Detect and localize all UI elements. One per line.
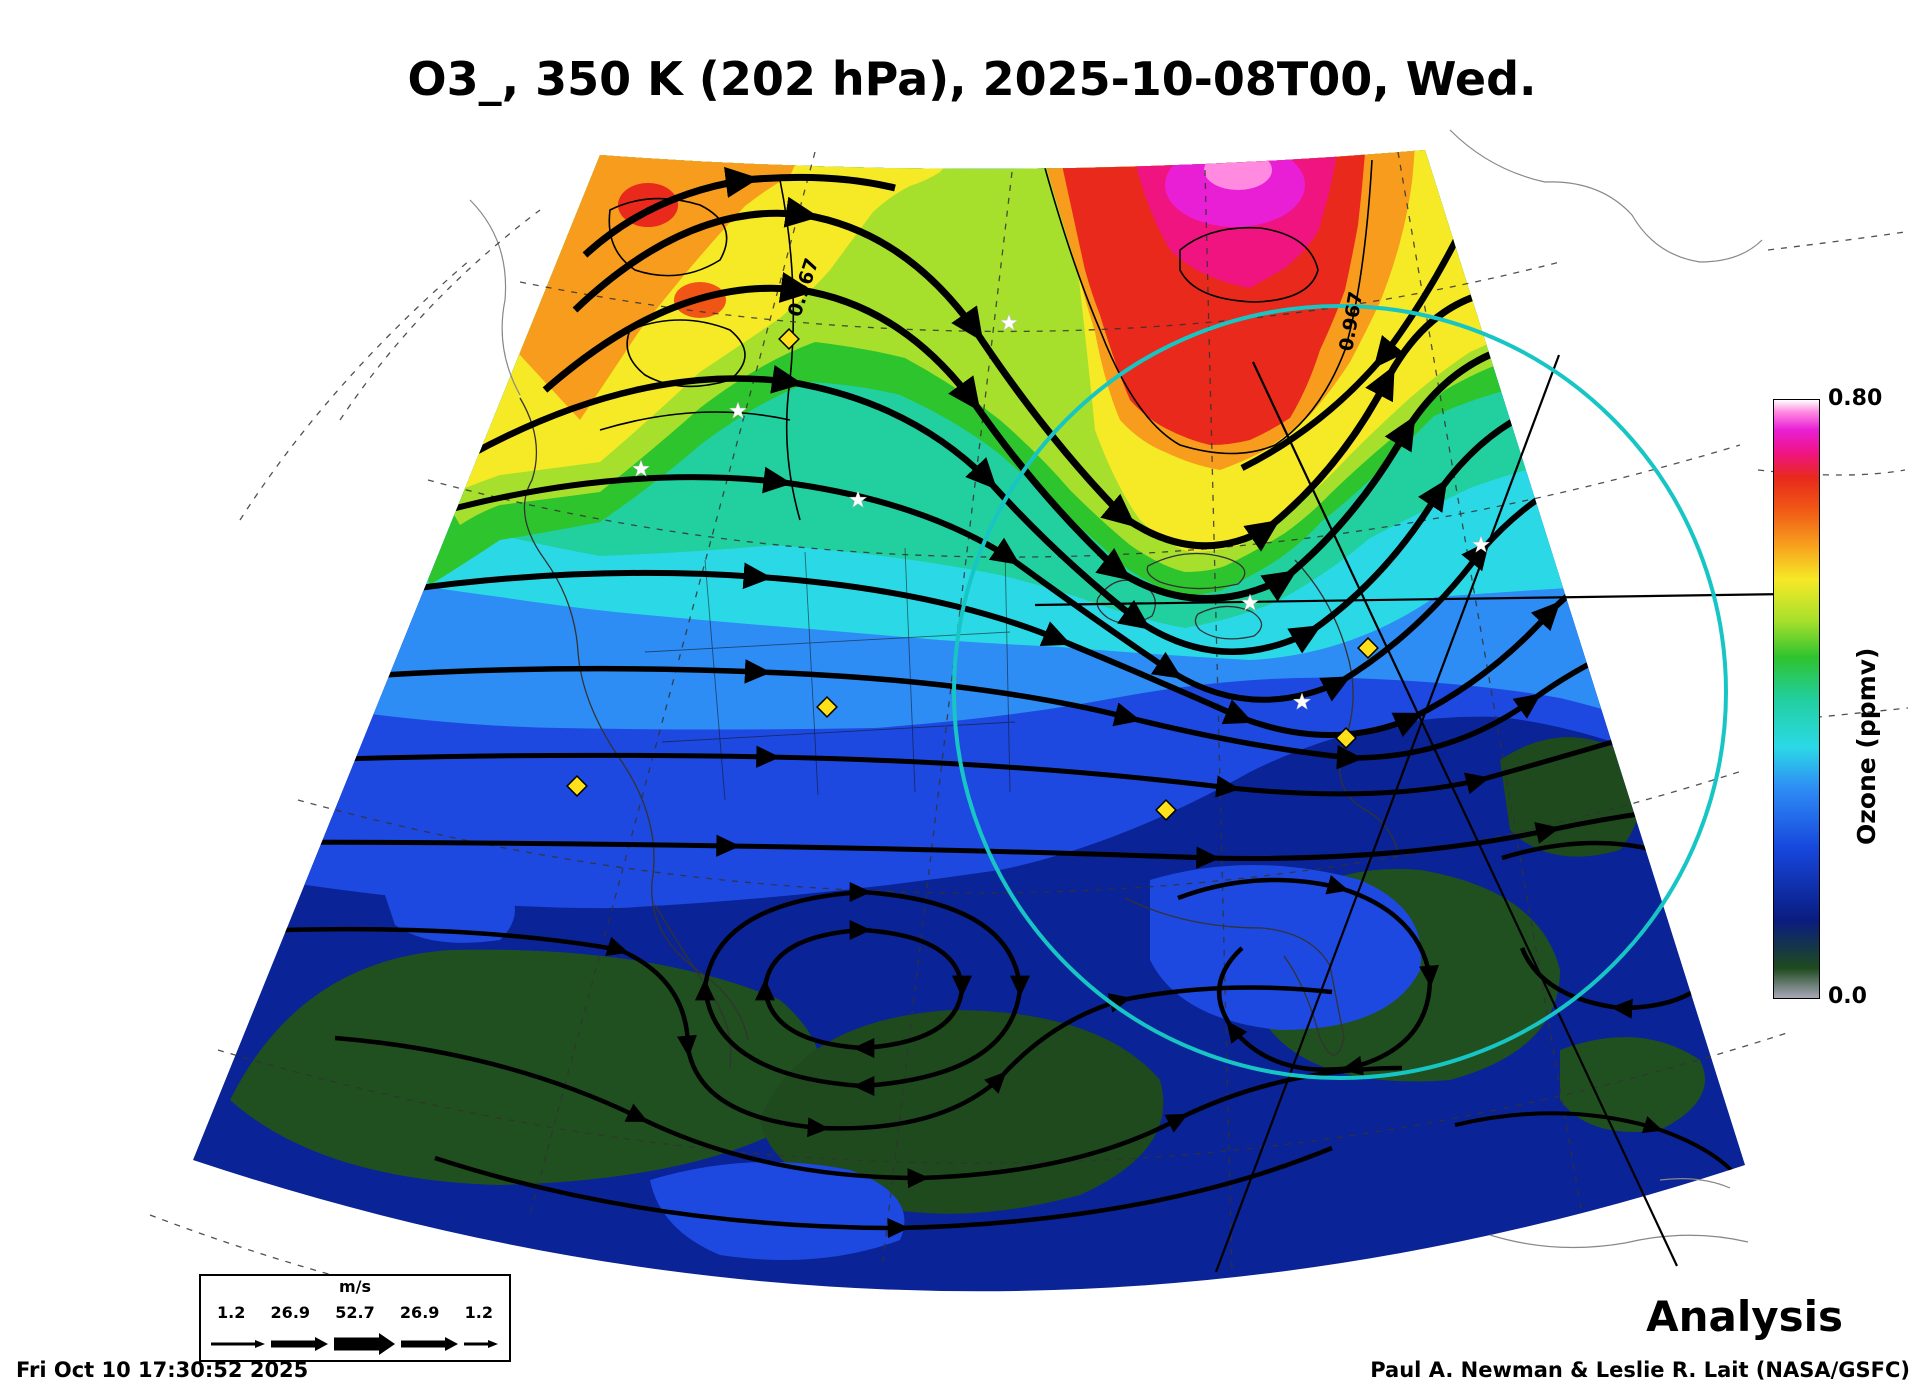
colorbar-min-label: 0.0 <box>1828 984 1867 1009</box>
graticule-line <box>1397 151 1583 1216</box>
coastline <box>1489 1234 1749 1249</box>
colorbar-gradient <box>1773 399 1820 999</box>
graticule-line <box>297 769 1746 894</box>
range-ring-circle <box>952 304 1728 1080</box>
wind-scale-tick: 26.9 <box>270 1303 311 1322</box>
waypoint-diamond <box>778 328 800 350</box>
graticule-line <box>529 151 816 1216</box>
wind-arrow-glyph <box>211 1340 265 1348</box>
graticule-line <box>217 1031 1791 1164</box>
waypoint-diamond <box>1357 637 1379 659</box>
ozone-contour <box>599 411 791 431</box>
great-circle-line <box>1214 354 1561 1273</box>
graticule-line <box>239 259 471 521</box>
streamline <box>1177 875 1440 1076</box>
wind-scale-tick: 26.9 <box>399 1303 440 1322</box>
wind-scale-tick: 1.2 <box>464 1303 493 1322</box>
graticule-line <box>1757 469 1906 476</box>
wind-scale-tick: 1.2 <box>217 1303 246 1322</box>
wind-scale-units: m/s <box>338 1277 372 1296</box>
waypoint-diamonds <box>566 328 1379 821</box>
wind-arrow-glyph <box>271 1337 328 1351</box>
graticule-line <box>339 209 541 421</box>
wind-arrow-glyph <box>334 1333 395 1355</box>
colorbar-axis-label: Ozone (ppmv) <box>1852 647 1881 845</box>
streamline <box>582 166 896 258</box>
ozone-region <box>1560 1037 1705 1132</box>
wind-scale-legend: m/s 1.2 26.9 52.7 26.9 1.2 <box>199 1274 511 1362</box>
flight-path-lines <box>1034 354 1789 1273</box>
ozone-field <box>193 150 1745 1292</box>
wind-scale-tick: 52.7 <box>335 1303 375 1322</box>
ozone-region <box>1204 150 1272 190</box>
streamlines <box>234 166 1745 1239</box>
colorbar-max-label: 0.80 <box>1828 386 1883 411</box>
waypoint-diamond <box>816 696 838 718</box>
outside-coastlines <box>469 129 1763 1249</box>
streamline <box>234 797 1745 869</box>
state-border <box>704 559 726 801</box>
wind-scale-arrows <box>211 1333 498 1355</box>
great-circle-line <box>1034 592 1789 607</box>
waypoint-diamond <box>1155 799 1177 821</box>
waypoint-diamond <box>566 775 588 797</box>
credit-text: Paul A. Newman & Leslie R. Lait (NASA/GS… <box>1370 1358 1910 1382</box>
coastline <box>1659 1178 1731 1189</box>
wind-arrow-glyph <box>464 1340 498 1348</box>
coastline <box>1449 129 1763 263</box>
streamline <box>334 1035 1403 1189</box>
graticule-line <box>1767 231 1906 251</box>
great-circle-line <box>1252 361 1678 1267</box>
streamline <box>434 1145 1333 1239</box>
waypoint-diamond <box>1335 727 1357 749</box>
coastline <box>469 199 521 396</box>
streamline <box>1454 1111 1745 1189</box>
wind-arrow-glyph <box>401 1337 458 1351</box>
ozone-region <box>210 700 332 802</box>
page-title: O3_, 350 K (202 hPa), 2025-10-08T00, Wed… <box>407 52 1537 106</box>
graticule-line <box>149 1214 431 1301</box>
timestamp-text: Fri Oct 10 17:30:52 2025 <box>16 1358 309 1382</box>
wind-scale-ticks: 1.2 26.9 52.7 26.9 1.2 <box>201 1305 509 1321</box>
analysis-label: Analysis <box>1646 1292 1843 1341</box>
